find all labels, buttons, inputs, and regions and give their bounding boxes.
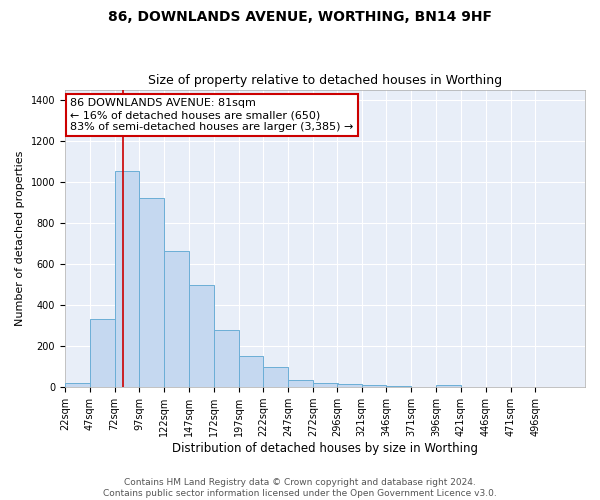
Text: 86, DOWNLANDS AVENUE, WORTHING, BN14 9HF: 86, DOWNLANDS AVENUE, WORTHING, BN14 9HF [108, 10, 492, 24]
Bar [263, 366, 288, 387]
Bar [386, 386, 412, 387]
Bar [115, 170, 139, 387]
Bar [65, 383, 90, 387]
X-axis label: Distribution of detached houses by size in Worthing: Distribution of detached houses by size … [172, 442, 478, 455]
Text: 86 DOWNLANDS AVENUE: 81sqm
← 16% of detached houses are smaller (650)
83% of sem: 86 DOWNLANDS AVENUE: 81sqm ← 16% of deta… [70, 98, 353, 132]
Bar [436, 385, 461, 387]
Bar [313, 383, 338, 387]
Title: Size of property relative to detached houses in Worthing: Size of property relative to detached ho… [148, 74, 502, 87]
Bar [288, 380, 313, 387]
Bar [362, 385, 386, 387]
Bar [164, 250, 189, 387]
Text: Contains HM Land Registry data © Crown copyright and database right 2024.
Contai: Contains HM Land Registry data © Crown c… [103, 478, 497, 498]
Bar [90, 320, 115, 387]
Y-axis label: Number of detached properties: Number of detached properties [15, 150, 25, 326]
Bar [239, 356, 263, 387]
Bar [214, 330, 239, 387]
Bar [189, 284, 214, 387]
Bar [139, 198, 164, 387]
Bar [337, 384, 362, 387]
